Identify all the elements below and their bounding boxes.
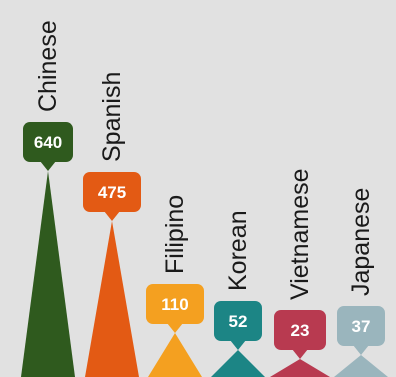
value-box-chinese <box>23 122 73 162</box>
category-label-spanish: Spanish <box>98 72 126 162</box>
bar-spike-vietnamese <box>270 359 330 377</box>
value-label-vietnamese: 23 <box>291 321 310 340</box>
value-label-japanese: 37 <box>352 317 371 336</box>
value-pointer-japanese <box>353 345 369 355</box>
category-label-korean: Korean <box>224 210 252 291</box>
value-pointer-chinese <box>40 161 56 171</box>
category-label-filipino: Filipino <box>161 195 189 274</box>
value-pointer-vietnamese <box>292 349 308 359</box>
category-label-vietnamese: Vietnamese <box>286 168 314 300</box>
value-label-filipino: 110 <box>161 295 188 314</box>
value-box-japanese <box>337 306 385 346</box>
value-box-spanish <box>83 172 141 212</box>
value-label-chinese: 640 <box>34 133 62 152</box>
bar-spike-korean <box>211 350 265 377</box>
bar-spike-filipino <box>148 333 202 377</box>
value-label-korean: 52 <box>229 312 248 331</box>
value-box-korean <box>214 301 262 341</box>
value-box-filipino <box>146 284 204 324</box>
value-pointer-filipino <box>167 323 183 333</box>
bar-spike-japanese <box>334 355 388 377</box>
category-label-chinese: Chinese <box>34 20 62 112</box>
bar-spike-spanish <box>85 221 139 377</box>
value-pointer-korean <box>230 340 246 350</box>
category-label-japanese: Japanese <box>347 188 375 296</box>
value-pointer-spanish <box>104 211 120 221</box>
chart-marks: 640 Chinese 475 Spanish 110 Filipino 52 Korean 2… <box>21 20 388 377</box>
bar-spike-chinese <box>21 171 75 377</box>
value-box-vietnamese <box>274 310 326 350</box>
value-label-spanish: 475 <box>98 183 126 202</box>
